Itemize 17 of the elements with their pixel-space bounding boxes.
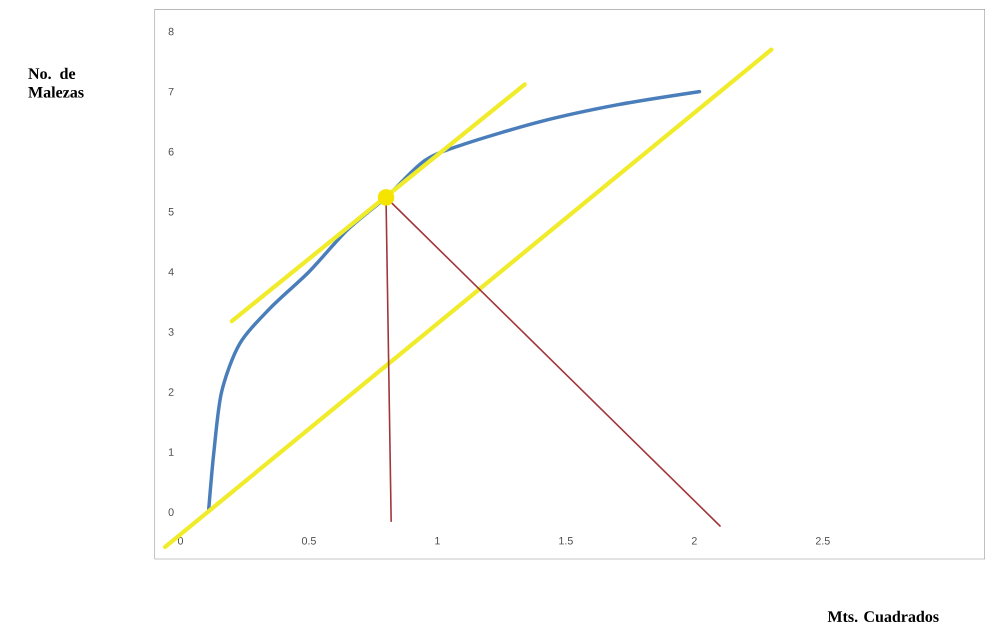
y-tick-label: 5 <box>168 208 174 216</box>
x-tick-label: 1 <box>435 537 440 545</box>
y-tick-label: 2 <box>168 388 174 396</box>
y-tick-label: 0 <box>168 508 174 516</box>
y-tick-label: 3 <box>168 328 174 336</box>
y-tick-label: 7 <box>168 88 174 96</box>
y-axis-title: No. de Malezas <box>28 68 84 98</box>
y-tick-label: 1 <box>168 448 174 456</box>
y-tick-label: 4 <box>168 268 174 276</box>
x-tick-label: 0 <box>178 537 184 545</box>
x-axis-title: Mts. Cuadrados <box>828 610 939 622</box>
x-tick-label: 2.5 <box>816 537 830 545</box>
x-tick-label: 2 <box>692 537 697 545</box>
x-tick-label: 1.5 <box>559 537 573 545</box>
y-tick-label: 8 <box>168 28 174 36</box>
y-tick-label: 6 <box>168 148 174 156</box>
x-tick-label: 0.5 <box>302 537 316 545</box>
